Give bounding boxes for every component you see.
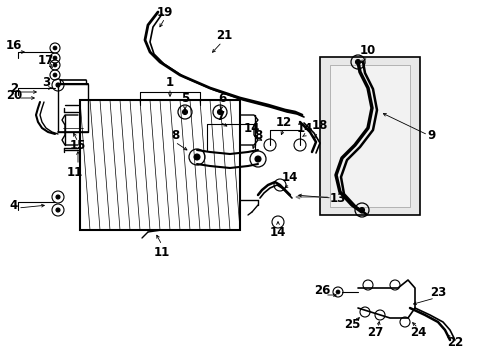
Circle shape: [56, 195, 60, 199]
Text: 7: 7: [216, 109, 224, 122]
Text: 14: 14: [281, 171, 298, 184]
Circle shape: [359, 207, 364, 212]
Circle shape: [53, 46, 57, 50]
Bar: [80, 100, 240, 230]
Circle shape: [53, 56, 57, 60]
Text: 24: 24: [409, 325, 426, 338]
Bar: [58, 84, 88, 132]
Text: 23: 23: [429, 285, 445, 298]
Text: 17: 17: [38, 54, 54, 67]
Text: 12: 12: [275, 116, 291, 129]
Text: 5: 5: [181, 91, 189, 104]
Text: 27: 27: [366, 325, 382, 338]
Text: 26: 26: [313, 284, 329, 297]
Text: 6: 6: [218, 91, 225, 104]
Text: 10: 10: [359, 44, 375, 57]
Circle shape: [56, 208, 60, 212]
Circle shape: [194, 154, 200, 160]
Text: 18: 18: [311, 118, 327, 131]
Circle shape: [254, 156, 261, 162]
Circle shape: [53, 73, 57, 77]
Circle shape: [53, 63, 57, 67]
Text: 8: 8: [170, 129, 179, 141]
Bar: [329, 65, 409, 207]
Text: 9: 9: [427, 129, 435, 141]
Text: 1: 1: [165, 76, 174, 89]
Text: 14: 14: [296, 122, 312, 135]
Text: 14: 14: [244, 122, 260, 135]
Text: 13: 13: [329, 192, 346, 204]
Text: 21: 21: [215, 28, 232, 41]
Text: 4: 4: [10, 198, 18, 212]
Circle shape: [56, 83, 60, 87]
Text: 11: 11: [67, 166, 83, 179]
Circle shape: [217, 109, 222, 114]
Bar: [319, 57, 419, 215]
Text: 3: 3: [42, 76, 50, 89]
Text: 25: 25: [343, 319, 360, 332]
Circle shape: [355, 59, 360, 64]
Circle shape: [336, 290, 339, 294]
Text: 15: 15: [70, 139, 86, 152]
Text: 2: 2: [10, 81, 18, 95]
Text: 20: 20: [6, 89, 22, 102]
Text: 16: 16: [6, 39, 22, 51]
Text: 8: 8: [253, 129, 262, 141]
Text: 11: 11: [154, 246, 170, 258]
Text: 22: 22: [446, 336, 462, 348]
Text: 19: 19: [157, 5, 173, 18]
Circle shape: [182, 109, 187, 114]
Text: 14: 14: [269, 226, 285, 239]
